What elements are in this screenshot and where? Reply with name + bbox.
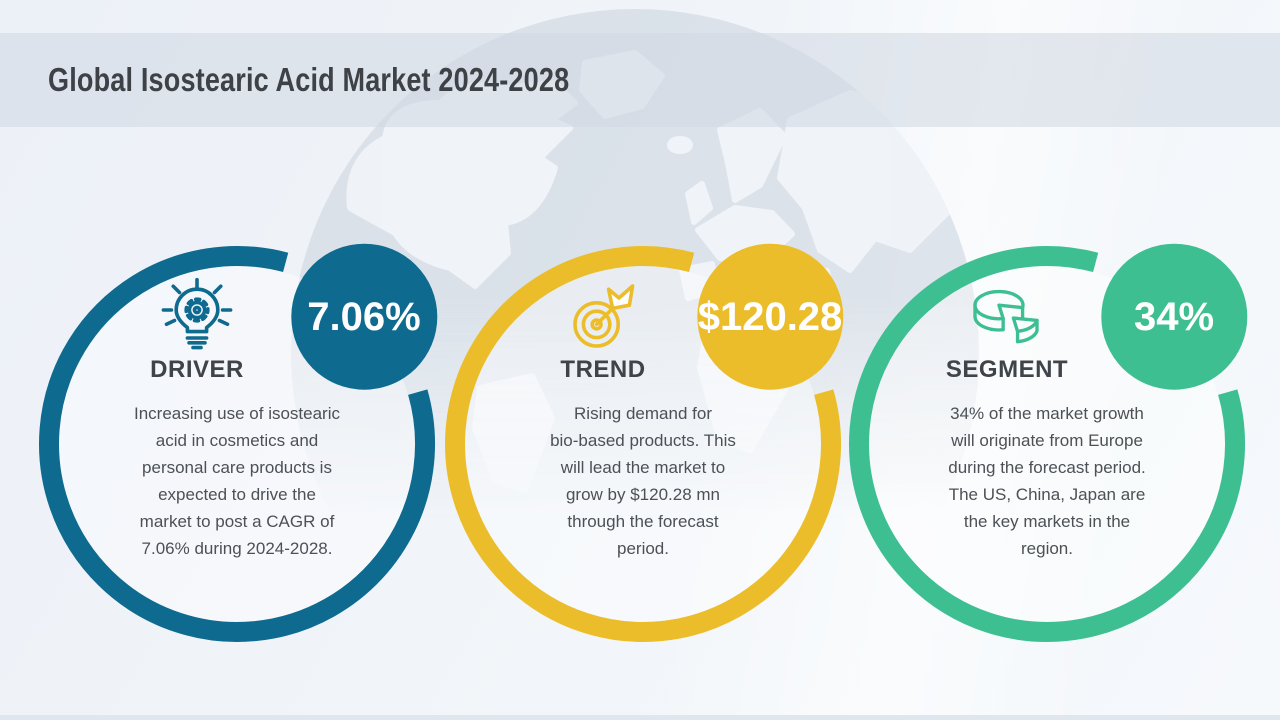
pie-chart-icon bbox=[967, 278, 1047, 358]
trend-description: Rising demand for bio-based products. Th… bbox=[550, 404, 736, 558]
driver-stat-value: 7.06% bbox=[307, 295, 421, 339]
segment-heading: SEGMENT bbox=[945, 356, 1069, 383]
stat-badge bbox=[1101, 243, 1248, 390]
footer-strip bbox=[0, 715, 1280, 720]
ring-arc bbox=[39, 246, 435, 642]
driver-description: Increasing use of isostearic acid in cos… bbox=[134, 404, 340, 558]
lightbulb-gear-icon bbox=[157, 278, 237, 358]
trend-card: $120.28 TREND Rising demand for bio-base… bbox=[423, 224, 863, 664]
segment-description: 34% of the market growth will originate … bbox=[948, 404, 1146, 558]
driver-heading: DRIVER bbox=[150, 356, 244, 383]
driver-ring bbox=[39, 243, 438, 642]
trend-ring bbox=[445, 243, 844, 642]
trend-heading: TREND bbox=[560, 356, 646, 383]
driver-card: 7.06% DRIVER Increasing use of isosteari… bbox=[17, 224, 457, 664]
stat-badge bbox=[697, 243, 844, 390]
target-arrow-icon bbox=[563, 278, 643, 358]
trend-stat-value: $120.28 bbox=[697, 295, 843, 339]
page-title: Global Isostearic Acid Market 2024-2028 bbox=[48, 61, 570, 98]
segment-ring bbox=[849, 243, 1248, 642]
ring-arc bbox=[445, 246, 841, 642]
ring-arc bbox=[849, 246, 1245, 642]
stat-badge bbox=[291, 243, 438, 390]
header-band bbox=[0, 33, 1280, 127]
segment-card: 34% SEGMENT 34% of the market growth wil… bbox=[827, 224, 1267, 664]
segment-stat-value: 34% bbox=[1133, 295, 1215, 339]
